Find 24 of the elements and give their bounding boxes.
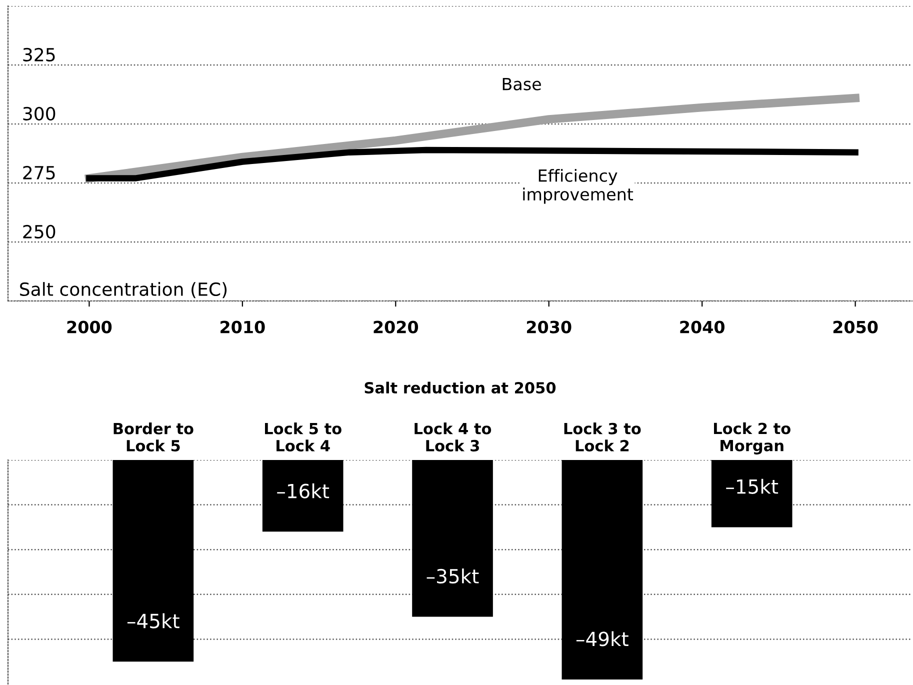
x-tick-label: 2000 [67, 320, 112, 334]
series-label: Base [502, 78, 541, 90]
x-tick-label: 2040 [680, 320, 724, 334]
y-axis-title: Salt concentration (EC) [20, 282, 227, 298]
y-tick-label: 250 [23, 224, 56, 238]
y-tick-label: 275 [23, 166, 55, 180]
x-tick-label: 2010 [220, 320, 265, 334]
chart-title: Salt reduction at 2050 [364, 382, 556, 394]
y-tick-label: 325 [23, 48, 55, 62]
x-tick-label: 2030 [526, 320, 572, 334]
x-tick-label: Lock 3 to Lock 2 [564, 422, 641, 452]
y-tick-label: 300 [23, 106, 56, 120]
x-tick-label: Border to Lock 5 [114, 422, 194, 452]
data-label: –45kt [127, 613, 180, 628]
x-tick-label: 2020 [374, 320, 418, 334]
x-tick-label: 2050 [833, 320, 878, 334]
x-tick-label: Lock 5 to Lock 4 [264, 422, 342, 452]
x-tick-label: Lock 4 to Lock 3 [414, 422, 492, 452]
series-label: Efficiency improvement [523, 168, 634, 204]
data-label: –35kt [426, 568, 479, 584]
data-label: –49kt [576, 631, 628, 646]
x-tick-label: Lock 2 to Morgan [714, 422, 790, 454]
data-label: –16kt [277, 483, 330, 498]
data-label: –15kt [726, 478, 778, 494]
